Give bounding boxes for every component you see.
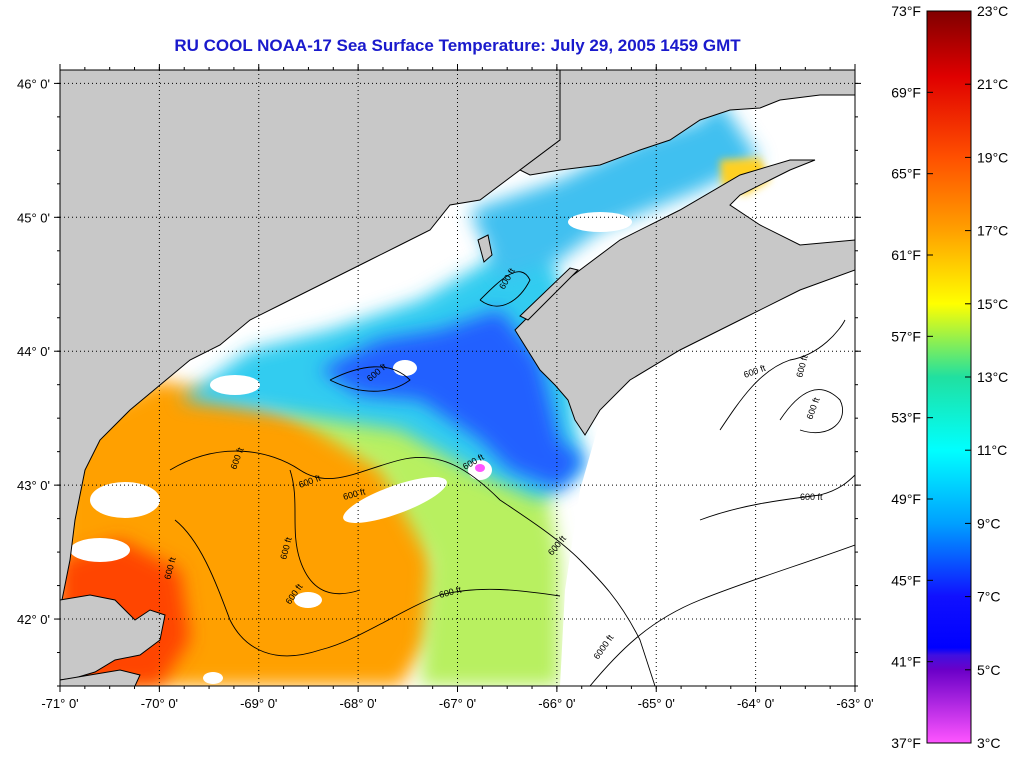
sst-field bbox=[60, 70, 845, 686]
colorbar-label-fahrenheit: 45°F bbox=[891, 572, 921, 588]
contour-600ft bbox=[779, 389, 844, 434]
colorbar-label-celsius: 17°C bbox=[977, 223, 1008, 239]
cold-spot bbox=[475, 464, 485, 472]
frame-ticks bbox=[54, 64, 861, 692]
x-tick-label: -68° 0' bbox=[339, 696, 376, 711]
colorbar-label-celsius: 9°C bbox=[977, 515, 1001, 531]
sst-fundy-field bbox=[470, 100, 760, 280]
no-data-offshore bbox=[560, 270, 855, 686]
colorbar-label-fahrenheit: 37°F bbox=[891, 735, 921, 751]
contour-600ft bbox=[174, 519, 561, 657]
colorbar-label-fahrenheit: 57°F bbox=[891, 328, 921, 344]
graticule bbox=[60, 70, 855, 686]
contour-600ft bbox=[329, 366, 411, 392]
x-tick-label: -67° 0' bbox=[439, 696, 476, 711]
cloud-gap bbox=[393, 360, 417, 376]
cloud-gap bbox=[90, 482, 160, 518]
y-tick-label: 45° 0' bbox=[17, 210, 50, 225]
cloud-gap bbox=[343, 477, 447, 523]
contour-600ft bbox=[479, 271, 531, 307]
colorbar-label-fahrenheit: 53°F bbox=[891, 410, 921, 426]
bathymetry-contours bbox=[169, 271, 855, 686]
colorbar-label-fahrenheit: 49°F bbox=[891, 491, 921, 507]
land-long-island bbox=[60, 669, 141, 686]
y-tick-label: 43° 0' bbox=[17, 478, 50, 493]
y-tick-label: 44° 0' bbox=[17, 344, 50, 359]
land-grand-manan bbox=[477, 234, 493, 263]
colorbar-label-celsius: 13°C bbox=[977, 369, 1008, 385]
x-tick-label: -66° 0' bbox=[538, 696, 575, 711]
colorbar-label-celsius: 15°C bbox=[977, 296, 1008, 312]
x-tick-label: -65° 0' bbox=[638, 696, 675, 711]
cloud-gap bbox=[568, 212, 632, 232]
map-title: RU COOL NOAA-17 Sea Surface Temperature:… bbox=[174, 36, 741, 55]
contour-600ft bbox=[169, 450, 656, 686]
cloud-gap bbox=[70, 538, 130, 562]
x-tick-label: -70° 0' bbox=[141, 696, 178, 711]
x-tick-label: -69° 0' bbox=[240, 696, 277, 711]
axis-tick-labels: -71° 0' -70° 0' -69° 0' -68° 0' -67° 0' -66° … bbox=[17, 76, 874, 711]
land-nova-scotia bbox=[514, 159, 855, 436]
colorbar-label-fahrenheit: 69°F bbox=[891, 84, 921, 100]
contour-600ft bbox=[699, 474, 855, 521]
colorbar-label-celsius: 11°C bbox=[977, 442, 1007, 458]
colorbar-label-fahrenheit: 61°F bbox=[891, 247, 921, 263]
colorbar-label-celsius: 19°C bbox=[977, 149, 1008, 165]
contour-label: 600 ft bbox=[800, 492, 823, 502]
colorbar-label-celsius: 7°C bbox=[977, 589, 1001, 605]
y-tick-label: 42° 0' bbox=[17, 612, 50, 627]
colorbar-ticks bbox=[927, 10, 971, 744]
colorbar-label-celsius: 3°C bbox=[977, 735, 1001, 751]
land-digby-neck bbox=[519, 267, 579, 321]
land-new-brunswick bbox=[519, 70, 855, 176]
x-tick-label: -71° 0' bbox=[41, 696, 78, 711]
cloud-gap bbox=[210, 375, 260, 395]
cloud-gap bbox=[294, 592, 322, 608]
colorbar-labels: 23°C 21°C 19°C 17°C 15°C 13°C 11°C 9°C 7°C 5°C 3°C… bbox=[891, 3, 1008, 751]
colorbar-label-fahrenheit: 41°F bbox=[891, 654, 921, 670]
colorbar-label-fahrenheit: 65°F bbox=[891, 166, 921, 182]
land-new-england bbox=[60, 70, 561, 601]
land-masses bbox=[60, 70, 855, 686]
colorbar-label-fahrenheit: 73°F bbox=[891, 3, 921, 19]
contour-6000ft bbox=[589, 544, 855, 686]
x-tick-label: -64° 0' bbox=[737, 696, 774, 711]
y-tick-label: 46° 0' bbox=[17, 76, 50, 91]
contour-600ft bbox=[719, 319, 846, 431]
x-tick-label: -63° 0' bbox=[836, 696, 873, 711]
sst-cold-band bbox=[320, 310, 585, 490]
contour-600ft bbox=[289, 469, 361, 595]
colorbar-label-celsius: 21°C bbox=[977, 76, 1008, 92]
colorbar bbox=[926, 10, 972, 744]
colorbar-label-celsius: 23°C bbox=[977, 3, 1008, 19]
colorbar-label-celsius: 5°C bbox=[977, 662, 1001, 678]
map-area: 600 ft 600 ft 600 ft 600 ft 600 ft 600 f… bbox=[60, 70, 855, 686]
cloud-gap bbox=[203, 672, 223, 684]
